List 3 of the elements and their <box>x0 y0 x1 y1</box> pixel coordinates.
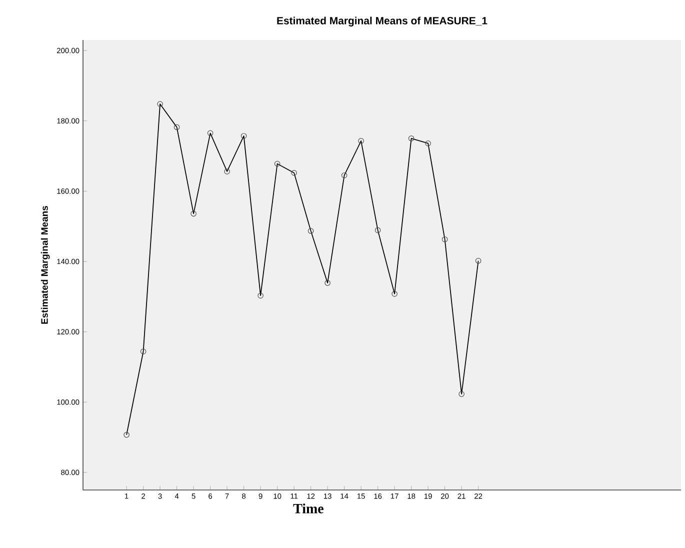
x-axis-title: Time <box>293 504 324 514</box>
chart-title: Estimated Marginal Means of MEASURE_1 <box>277 16 488 27</box>
y-axis-title: Estimated Marginal Means <box>40 206 50 324</box>
